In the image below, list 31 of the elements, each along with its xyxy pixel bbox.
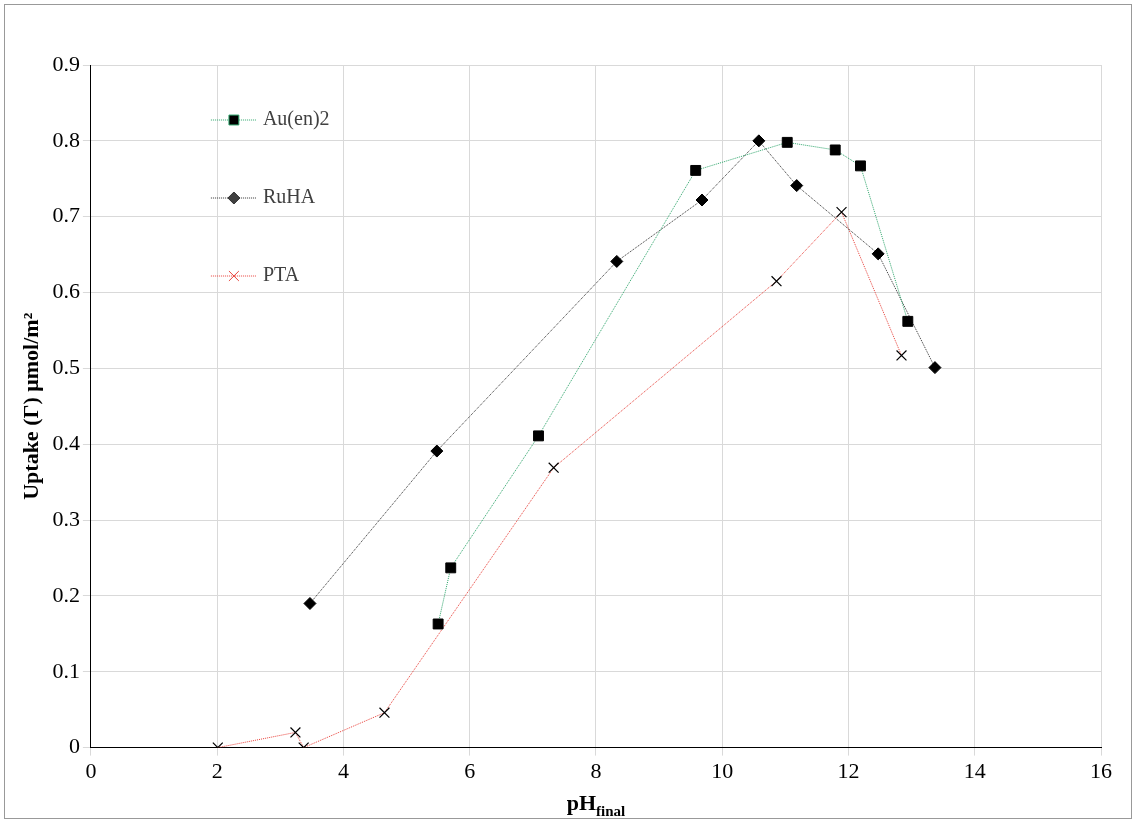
y-tick-label: 0.7 — [52, 202, 80, 228]
y-tick-label: 0.2 — [52, 581, 80, 607]
y-tick-label: 0.9 — [52, 50, 80, 76]
y-axis-title: Uptake (Γ) μmol/m² — [17, 312, 43, 500]
y-tick-label: 0.3 — [52, 505, 80, 531]
x-tick-label: 8 — [590, 757, 602, 783]
point — [790, 179, 804, 193]
y-tick-label: 0.6 — [52, 278, 80, 304]
x-tick-label: 10 — [711, 757, 734, 783]
legend-label: Au(en)2 — [262, 107, 330, 131]
point — [610, 254, 624, 268]
point — [303, 597, 317, 610]
point — [695, 193, 709, 207]
y-tick-label: 0.8 — [52, 126, 80, 152]
x-tick-label: 6 — [464, 757, 476, 783]
x-tick-label: 2 — [211, 757, 223, 783]
point — [430, 444, 444, 458]
y-tick-label: 0 — [68, 733, 80, 759]
legend-label: RuHA — [262, 185, 316, 208]
point — [752, 134, 766, 148]
x-tick-label: 4 — [337, 757, 349, 783]
x-tick-label: 16 — [1090, 757, 1112, 783]
x-tick-label: 14 — [963, 757, 986, 783]
y-tick-label: 0.1 — [52, 657, 80, 683]
y-tick-label: 0.4 — [52, 430, 80, 455]
legend-label: PTA — [262, 263, 300, 286]
point — [928, 361, 942, 375]
x-tick-label: 12 — [837, 757, 860, 783]
point — [871, 247, 885, 261]
y-tick-label: 0.5 — [52, 354, 80, 380]
x-tick-label: 0 — [85, 757, 97, 783]
